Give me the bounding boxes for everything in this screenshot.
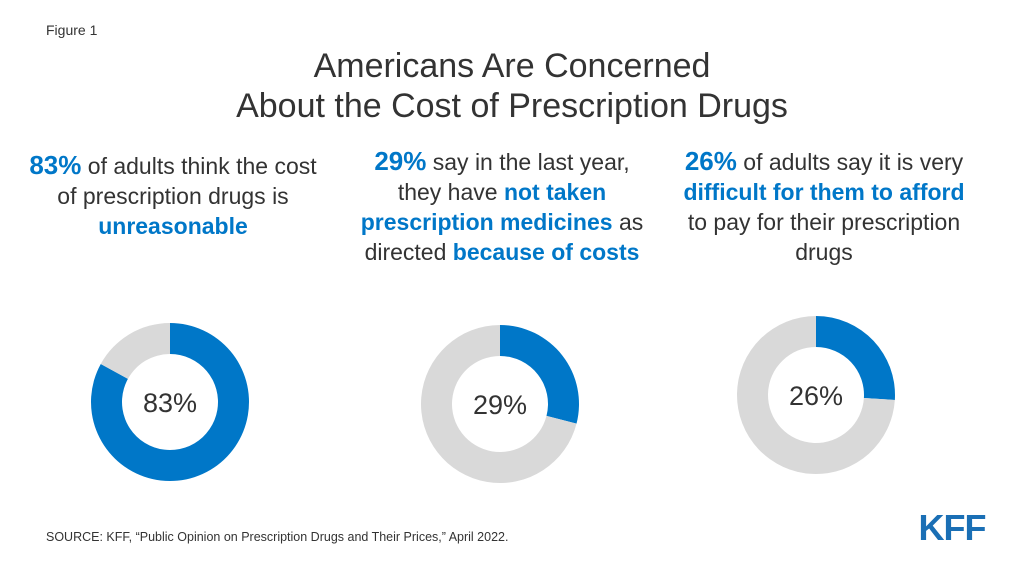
source-note: SOURCE: KFF, “Public Opinion on Prescrip… — [46, 530, 509, 544]
svg-text:KFF: KFF — [919, 508, 986, 548]
chart-title: Americans Are Concerned About the Cost o… — [0, 46, 1024, 126]
stat-highlight: difficult for them to afford — [683, 179, 965, 205]
stat-text-unreasonable: 83% of adults think the cost of prescrip… — [28, 150, 318, 241]
stat-text: of adults say it is very — [736, 149, 964, 175]
figure-label: Figure 1 — [46, 22, 98, 38]
donut-difficult-remainder-slice — [737, 316, 895, 474]
donut-unreasonable-remainder-slice — [100, 323, 170, 379]
stat-percent: 83% — [29, 150, 82, 180]
stat-text: of adults think the cost of prescription… — [57, 153, 317, 209]
stat-percent: 29% — [374, 146, 427, 176]
donut-chart-unreasonable: 83% — [91, 323, 250, 481]
stat-text-difficult: 26% of adults say it is very difficult f… — [676, 146, 972, 267]
title-line-2: About the Cost of Prescription Drugs — [236, 87, 788, 125]
donut-not-taken-remainder-slice — [421, 325, 577, 483]
stat-text-not-taken: 29% say in the last year, they have not … — [352, 146, 652, 267]
donut-unreasonable-center-label: 83% — [143, 388, 197, 418]
stat-highlight: because of costs — [452, 239, 640, 265]
stat-highlight: not taken prescription medicines — [360, 179, 613, 235]
donut-difficult-center-label: 26% — [789, 381, 843, 411]
donut-chart-difficult: 26% — [737, 316, 895, 474]
donut-not-taken-value-slice — [500, 325, 579, 424]
donut-chart-not-taken: 29% — [421, 325, 579, 483]
stat-percent: 26% — [684, 146, 737, 176]
stat-text: to pay for their prescription drugs — [687, 209, 961, 265]
donut-unreasonable-value-slice — [91, 323, 250, 481]
kff-logo: KFF — [919, 508, 987, 548]
donut-difficult-value-slice — [816, 316, 895, 400]
stat-text: say in the last year, they have — [397, 149, 630, 205]
donut-not-taken-center-label: 29% — [473, 390, 527, 420]
stat-text: as directed — [364, 209, 644, 265]
stat-highlight: unreasonable — [98, 213, 248, 239]
title-line-1: Americans Are Concerned — [313, 47, 711, 85]
